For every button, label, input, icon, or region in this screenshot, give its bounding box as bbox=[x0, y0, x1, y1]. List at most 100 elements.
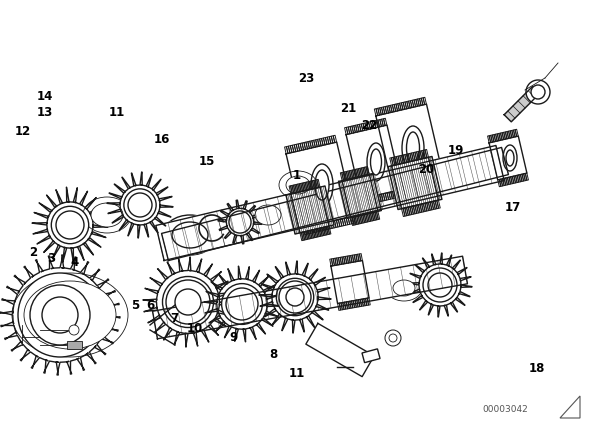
Circle shape bbox=[175, 289, 201, 315]
Ellipse shape bbox=[393, 280, 415, 296]
Text: 3: 3 bbox=[47, 252, 55, 265]
Polygon shape bbox=[331, 260, 369, 304]
Text: 17: 17 bbox=[505, 201, 521, 214]
Polygon shape bbox=[107, 172, 173, 238]
Circle shape bbox=[128, 193, 152, 217]
Polygon shape bbox=[156, 145, 504, 260]
Ellipse shape bbox=[12, 273, 128, 357]
Polygon shape bbox=[0, 255, 120, 375]
Ellipse shape bbox=[83, 197, 131, 233]
Ellipse shape bbox=[315, 170, 329, 200]
Text: 23: 23 bbox=[298, 72, 314, 85]
Polygon shape bbox=[143, 257, 233, 347]
Circle shape bbox=[163, 276, 214, 327]
Polygon shape bbox=[259, 261, 331, 333]
Circle shape bbox=[139, 254, 236, 351]
Polygon shape bbox=[32, 187, 108, 263]
Polygon shape bbox=[291, 187, 329, 233]
Circle shape bbox=[69, 325, 79, 335]
Polygon shape bbox=[342, 174, 378, 218]
Ellipse shape bbox=[172, 222, 208, 248]
Text: 16: 16 bbox=[154, 134, 170, 146]
Ellipse shape bbox=[371, 149, 382, 175]
Bar bbox=[67, 341, 82, 349]
Circle shape bbox=[279, 281, 311, 313]
Text: 1: 1 bbox=[293, 170, 301, 182]
Ellipse shape bbox=[286, 176, 310, 194]
Polygon shape bbox=[346, 125, 402, 199]
Circle shape bbox=[385, 330, 401, 346]
Circle shape bbox=[104, 169, 176, 241]
Ellipse shape bbox=[255, 205, 281, 225]
Text: 20: 20 bbox=[418, 163, 434, 176]
Polygon shape bbox=[408, 253, 472, 317]
Bar bbox=[362, 349, 380, 363]
Circle shape bbox=[221, 284, 262, 324]
Text: 5: 5 bbox=[131, 299, 139, 312]
Ellipse shape bbox=[407, 132, 419, 164]
Text: 12: 12 bbox=[14, 125, 31, 138]
Ellipse shape bbox=[402, 126, 424, 170]
Circle shape bbox=[52, 206, 89, 244]
Text: 7: 7 bbox=[170, 312, 178, 324]
Text: 6: 6 bbox=[146, 299, 154, 312]
Circle shape bbox=[423, 268, 457, 302]
Circle shape bbox=[201, 263, 283, 345]
Ellipse shape bbox=[279, 171, 317, 199]
Polygon shape bbox=[161, 148, 508, 261]
Ellipse shape bbox=[91, 203, 123, 227]
Text: 00003042: 00003042 bbox=[482, 405, 528, 415]
Circle shape bbox=[22, 277, 98, 353]
Ellipse shape bbox=[506, 150, 514, 166]
Circle shape bbox=[0, 250, 125, 380]
Circle shape bbox=[56, 211, 84, 239]
Polygon shape bbox=[286, 142, 354, 228]
Circle shape bbox=[277, 278, 314, 316]
Circle shape bbox=[526, 80, 550, 104]
Text: 10: 10 bbox=[187, 322, 203, 335]
Circle shape bbox=[42, 297, 78, 333]
Circle shape bbox=[166, 280, 210, 324]
Ellipse shape bbox=[503, 145, 517, 171]
Text: 19: 19 bbox=[448, 144, 464, 157]
Text: 4: 4 bbox=[71, 257, 79, 269]
Circle shape bbox=[229, 211, 251, 233]
Text: 15: 15 bbox=[199, 155, 215, 167]
Polygon shape bbox=[388, 156, 442, 209]
Text: 11: 11 bbox=[289, 367, 305, 379]
Circle shape bbox=[30, 285, 90, 345]
Circle shape bbox=[531, 85, 545, 99]
Polygon shape bbox=[306, 324, 374, 377]
Circle shape bbox=[428, 273, 452, 297]
Text: 2: 2 bbox=[29, 246, 37, 259]
Polygon shape bbox=[218, 200, 262, 244]
Text: 9: 9 bbox=[230, 331, 238, 343]
Polygon shape bbox=[392, 157, 439, 209]
Polygon shape bbox=[204, 266, 280, 342]
Text: 11: 11 bbox=[109, 106, 125, 119]
Polygon shape bbox=[338, 173, 382, 218]
Circle shape bbox=[18, 273, 102, 357]
Text: 22: 22 bbox=[361, 119, 377, 131]
Text: 8: 8 bbox=[269, 348, 277, 360]
Polygon shape bbox=[504, 86, 539, 122]
Text: 13: 13 bbox=[37, 106, 53, 119]
Circle shape bbox=[256, 258, 334, 336]
Ellipse shape bbox=[248, 200, 288, 230]
Ellipse shape bbox=[367, 143, 385, 181]
Text: 14: 14 bbox=[37, 90, 53, 103]
Polygon shape bbox=[286, 186, 334, 234]
Circle shape bbox=[286, 288, 304, 306]
Polygon shape bbox=[489, 136, 527, 180]
Ellipse shape bbox=[163, 215, 217, 255]
Ellipse shape bbox=[311, 164, 333, 206]
Circle shape bbox=[216, 198, 264, 246]
Polygon shape bbox=[152, 256, 467, 339]
Circle shape bbox=[226, 288, 258, 320]
Circle shape bbox=[124, 189, 156, 221]
Polygon shape bbox=[376, 104, 444, 192]
Text: 21: 21 bbox=[340, 102, 356, 114]
Circle shape bbox=[29, 184, 111, 266]
Circle shape bbox=[406, 251, 475, 320]
Text: 18: 18 bbox=[529, 363, 545, 375]
